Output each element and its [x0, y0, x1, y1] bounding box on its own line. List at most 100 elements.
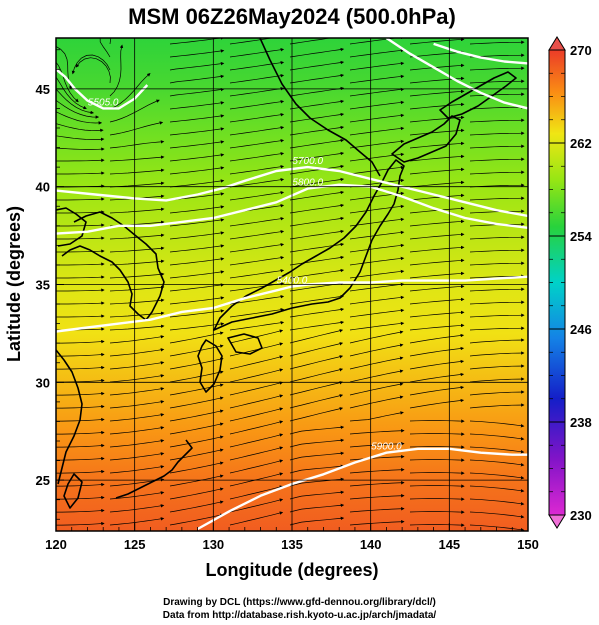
streamline	[109, 207, 165, 214]
streamline	[469, 40, 525, 45]
x-tick-label: 135	[281, 537, 303, 552]
streamline	[229, 381, 284, 396]
streamline	[469, 92, 525, 97]
streamline	[169, 166, 225, 175]
colorbar-tick-label: 262	[570, 136, 592, 151]
streamline	[289, 203, 345, 214]
streamline	[409, 471, 465, 475]
streamline	[99, 38, 111, 58]
streamline	[56, 249, 105, 253]
streamline	[469, 524, 525, 531]
streamline	[169, 244, 225, 253]
streamline	[469, 446, 525, 454]
streamline	[169, 448, 224, 461]
coastline-shikoku	[227, 333, 263, 355]
streamline	[409, 193, 465, 201]
streamline	[56, 508, 105, 513]
streamline	[469, 377, 525, 383]
streamline	[289, 394, 344, 409]
streamline	[469, 196, 525, 201]
streamline	[56, 482, 105, 487]
streamline	[169, 331, 224, 344]
y-tick-label: 45	[36, 82, 50, 97]
streamline	[229, 342, 284, 357]
streamline	[229, 73, 285, 84]
coastline-honshu	[213, 159, 405, 331]
streamline	[169, 409, 224, 422]
streamline	[349, 369, 404, 383]
streamline	[109, 246, 165, 253]
streamline	[229, 99, 285, 110]
streamline	[56, 99, 100, 119]
streamline	[56, 197, 105, 201]
streamline	[409, 333, 465, 344]
streamline	[349, 100, 405, 110]
colorbar-tick-label: 254	[570, 229, 592, 244]
streamline	[109, 121, 164, 136]
x-tick-label: 125	[124, 537, 146, 552]
streamline	[56, 158, 105, 163]
x-axis-ticks: 120 125 130 135 140 145 150	[45, 523, 539, 552]
streamline	[109, 73, 151, 110]
streamline	[349, 467, 405, 474]
streamline	[289, 294, 345, 305]
streamline	[469, 66, 525, 71]
colorbar-min-extend	[548, 514, 566, 529]
streamline	[469, 485, 525, 493]
streamline	[169, 383, 224, 396]
streamline	[349, 256, 405, 266]
streamline	[289, 355, 344, 370]
x-axis-title: Longitude (degrees)	[205, 560, 378, 580]
height-contour	[385, 38, 528, 110]
streamline	[289, 138, 345, 149]
colorbar-tick-label: 246	[570, 322, 592, 337]
streamline	[469, 472, 525, 480]
streamline	[169, 257, 225, 266]
streamline	[349, 330, 404, 344]
streamline	[469, 287, 525, 292]
y-tick-label: 30	[36, 375, 50, 390]
streamline	[229, 255, 285, 266]
streamline	[109, 517, 165, 526]
streamline	[469, 261, 525, 266]
streamline	[289, 464, 345, 474]
streamline	[469, 459, 525, 467]
streamline	[349, 217, 405, 227]
streamline	[56, 76, 87, 110]
streamline	[349, 519, 405, 526]
x-tick-label: 145	[438, 537, 460, 552]
streamline	[56, 314, 105, 318]
streamline	[169, 357, 224, 370]
x-tick-label: 140	[360, 537, 382, 552]
streamline	[469, 300, 525, 305]
streamline	[289, 60, 345, 71]
streamline	[409, 297, 465, 305]
streamline	[349, 126, 405, 136]
streamline	[229, 268, 285, 279]
streamline	[56, 171, 105, 175]
streamline	[469, 248, 525, 253]
streamline	[109, 374, 165, 383]
streamline	[56, 391, 105, 396]
credit-drawing: Drawing by DCL (https://www.gfd-dennou.o…	[163, 597, 436, 608]
streamline	[229, 112, 285, 123]
streamline	[469, 79, 525, 84]
streamline	[109, 272, 165, 279]
streamline	[109, 348, 165, 357]
coastline-china-north	[56, 207, 87, 247]
streamline	[169, 474, 224, 487]
streamline	[349, 428, 405, 435]
streamline	[109, 168, 165, 175]
streamline	[169, 218, 225, 227]
streamline	[289, 342, 344, 357]
streamline	[169, 513, 224, 526]
contour-label: 5900.0	[371, 442, 402, 453]
streamline	[229, 320, 285, 331]
streamline	[349, 343, 404, 357]
streamline	[229, 433, 284, 448]
streamline	[289, 438, 345, 448]
streamline	[349, 356, 404, 370]
streamline	[409, 102, 465, 110]
streamline	[349, 113, 405, 123]
